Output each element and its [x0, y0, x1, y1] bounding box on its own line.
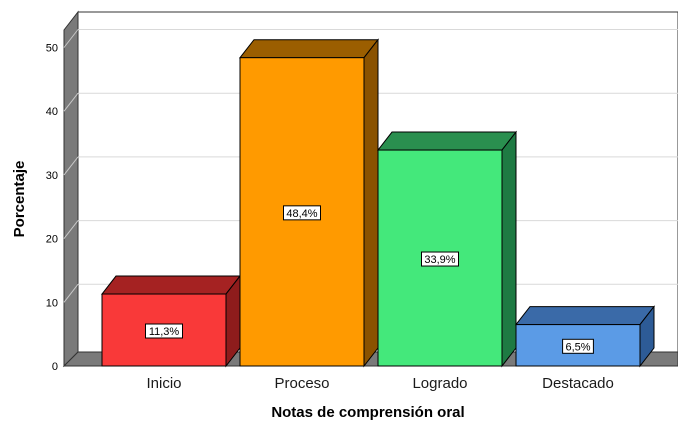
bar-group: 33,9% — [376, 130, 518, 368]
x-tick-label: Inicio — [146, 375, 181, 392]
chart-left-wall — [63, 10, 79, 368]
gridline-side — [63, 29, 79, 48]
data-label-box — [421, 251, 459, 267]
x-axis-title: Notas de comprensión oral — [271, 404, 464, 421]
data-label: 48,4% — [286, 208, 317, 220]
bar-side — [501, 130, 517, 368]
bars: 11,3% 48,4% 33,9% 6,5% — [100, 38, 656, 368]
data-label: 33,9% — [424, 254, 455, 266]
y-axis-title: Porcentaje — [11, 161, 28, 238]
data-label-box — [145, 323, 183, 339]
data-label: 11,3% — [149, 326, 180, 338]
x-tick-label: Logrado — [412, 375, 467, 392]
y-tick-label: 0 — [52, 361, 58, 373]
bar-top — [514, 306, 656, 326]
y-tick-label: 40 — [46, 106, 58, 118]
data-label: 6,5% — [565, 341, 590, 353]
x-tick-label: Destacado — [542, 375, 614, 392]
y-tick-label: 10 — [46, 297, 58, 309]
bar-group: 48,4% — [238, 38, 380, 368]
bar-top — [100, 275, 242, 295]
gridline-side — [63, 92, 79, 112]
gridline-side — [63, 156, 79, 176]
y-axis-ticks: 0 10 20 30 40 50 — [46, 43, 58, 374]
data-label-box — [283, 205, 321, 221]
x-tick-label: Proceso — [274, 375, 329, 392]
gridline-side — [63, 283, 79, 303]
y-tick-label: 50 — [46, 43, 58, 55]
bar-group: 6,5% — [514, 305, 656, 368]
bar-group: 11,3% — [100, 274, 242, 368]
y-tick-label: 30 — [46, 170, 58, 182]
bar-side — [363, 38, 379, 368]
y-tick-label: 20 — [46, 234, 58, 246]
gridline-side — [63, 220, 79, 239]
data-label-box — [562, 338, 594, 354]
x-axis-labels: Inicio Proceso Logrado Destacado — [146, 375, 613, 392]
bar-top — [376, 131, 518, 151]
bar-top — [238, 39, 380, 59]
